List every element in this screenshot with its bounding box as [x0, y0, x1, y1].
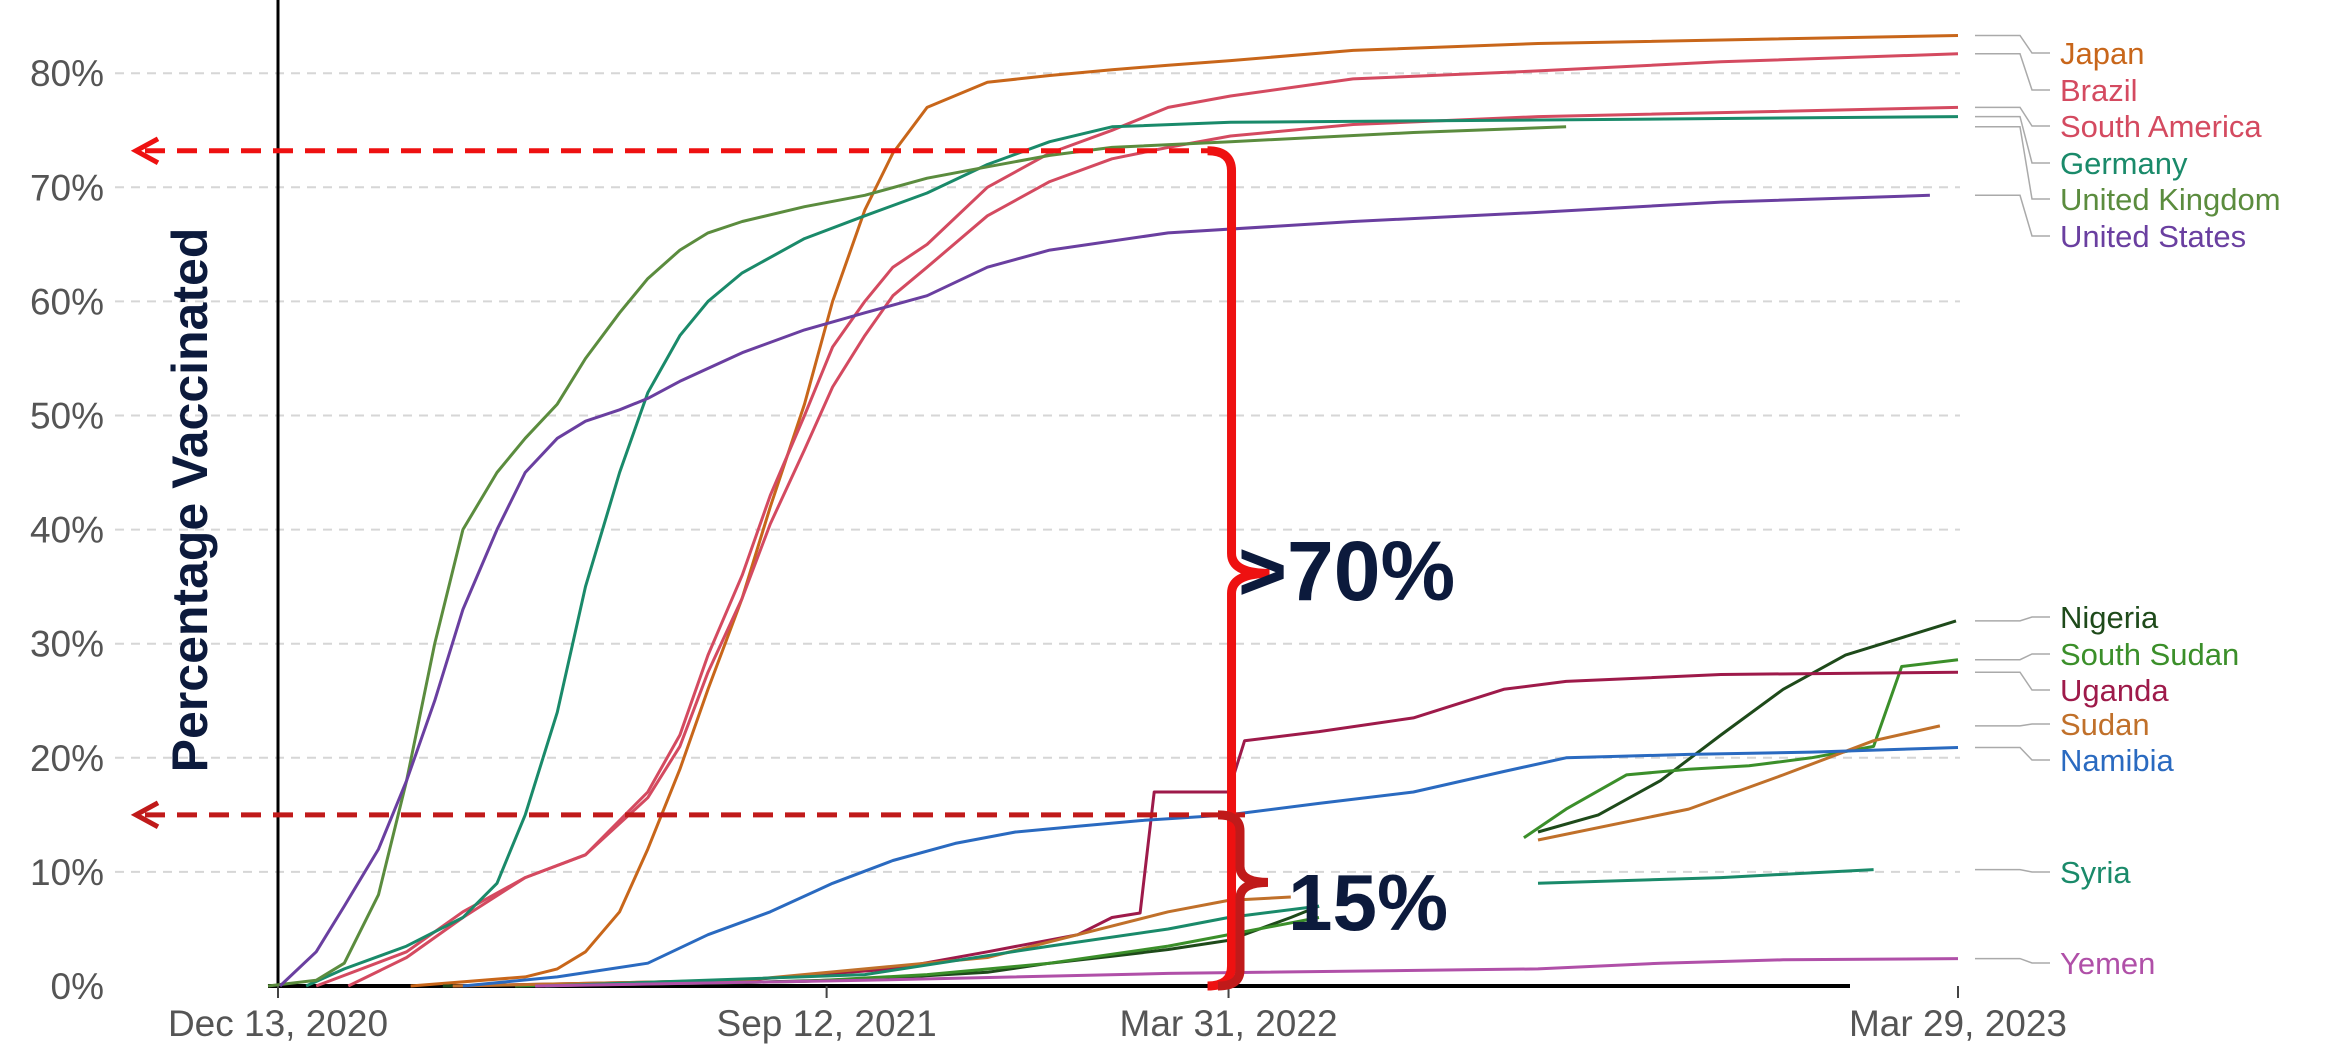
series-line-japan [410, 34, 1959, 988]
annotation-low-arrowhead [130, 800, 160, 830]
label-leader-line [1975, 106, 2050, 127]
label-leader-line [1975, 616, 2050, 622]
series-label-sudan: Sudan [2060, 707, 2150, 742]
annotation-high-text: >70% [1238, 524, 1455, 618]
annotation-high-arrowhead [130, 136, 160, 165]
series-label-united-states: United States [2060, 219, 2246, 254]
label-leader-line [1975, 194, 2050, 237]
series-label-japan: Japan [2060, 36, 2144, 71]
series-label-south-america: South America [2060, 109, 2262, 144]
series-label-yemen: Yemen [2060, 946, 2155, 981]
series-lines [267, 34, 1959, 988]
x-tick-label: Mar 31, 2022 [1120, 1003, 1338, 1044]
series-line-germany [305, 115, 1959, 988]
y-tick-labels: 0% 10% 20% 30% 40% 50% 60% 70% 80% [30, 53, 104, 1007]
series-label-uganda: Uganda [2060, 673, 2169, 708]
series-label-germany: Germany [2060, 146, 2188, 181]
label-leader-line [1975, 653, 2050, 661]
annotations: >70% 15% [130, 136, 1455, 991]
y-tick-label: 70% [30, 167, 104, 208]
x-tick-label: Dec 13, 2020 [168, 1003, 388, 1044]
y-tick-label: 10% [30, 852, 104, 893]
series-line-united-states [278, 193, 1930, 988]
axes [268, 0, 1850, 988]
y-tick-label: 0% [51, 966, 104, 1007]
label-leader-line [1975, 723, 2050, 727]
label-leader-line [1975, 957, 2050, 964]
series-line-sudan [1537, 724, 1941, 842]
series-line-namibia [462, 746, 1959, 988]
series-label-brazil: Brazil [2060, 73, 2138, 108]
x-tick-labels: Dec 13, 2020 Sep 12, 2021 Mar 31, 2022 Mar … [168, 986, 2067, 1044]
series-label-nigeria: Nigeria [2060, 600, 2159, 635]
label-leader-line [1975, 126, 2050, 200]
series-line-south-america [315, 105, 1959, 988]
x-tick-label: Mar 29, 2023 [1849, 1003, 2067, 1044]
label-leader-line [1975, 53, 2050, 91]
label-leader-line [1975, 868, 2050, 873]
label-leader-line [1975, 115, 2050, 164]
series-line-uganda [452, 670, 1959, 988]
label-leader-line [1975, 671, 2050, 691]
x-tick-label: Sep 12, 2021 [717, 1003, 937, 1044]
series-line-south-sudan [515, 916, 1320, 988]
y-tick-label: 40% [30, 510, 104, 551]
series-line-yemen [535, 957, 1959, 988]
annotation-low-brace [1217, 810, 1269, 991]
y-tick-label: 50% [30, 396, 104, 437]
series-line-syria [1537, 868, 1874, 885]
y-tick-label: 60% [30, 281, 104, 322]
label-leader-line [1975, 34, 2050, 54]
y-axis-label: Percentage Vaccinated [162, 228, 218, 773]
y-tick-label: 80% [30, 53, 104, 94]
series-line-nigeria [1537, 619, 1957, 834]
series-label-united-kingdom: United Kingdom [2060, 182, 2281, 217]
y-tick-label: 20% [30, 738, 104, 779]
label-leader-line [1975, 746, 2050, 761]
gridlines [115, 72, 1960, 873]
series-line-south-sudan [1523, 658, 1959, 839]
series-label-south-sudan: South Sudan [2060, 637, 2239, 672]
y-tick-label: 30% [30, 624, 104, 665]
series-label-syria: Syria [2060, 855, 2131, 890]
annotation-low-text: 15% [1288, 858, 1448, 947]
series-label-namibia: Namibia [2060, 743, 2174, 778]
series-line-brazil [347, 52, 1959, 988]
